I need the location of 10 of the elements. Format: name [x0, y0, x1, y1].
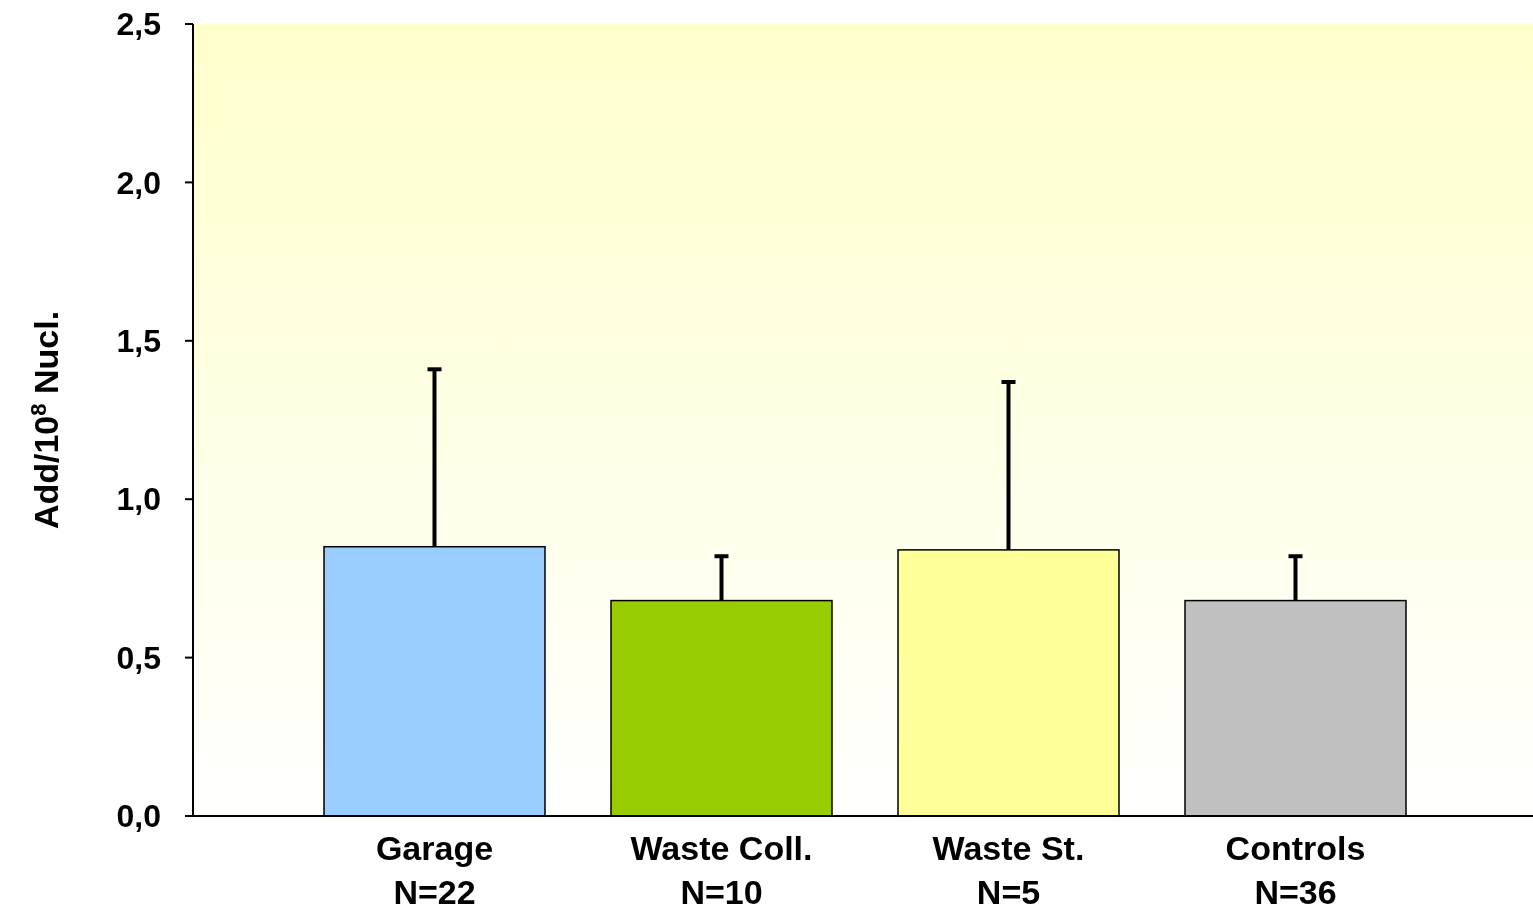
x-tick-label: Waste St. N=5 [932, 829, 1085, 911]
y-tick-label: 0,0 [116, 798, 161, 835]
y-tick-label: 2,5 [116, 6, 161, 43]
y-tick-label: 2,0 [116, 164, 161, 201]
y-tick-label: 0,5 [116, 639, 161, 676]
y-tick-label: 1,5 [116, 323, 161, 359]
x-tick-label: Waste Coll. N=10 [630, 829, 813, 911]
y-tick-label: 1,0 [116, 481, 161, 518]
x-tick-label: Garage N=22 [375, 829, 494, 911]
x-tick-label: Controls N=36 [1225, 829, 1366, 911]
